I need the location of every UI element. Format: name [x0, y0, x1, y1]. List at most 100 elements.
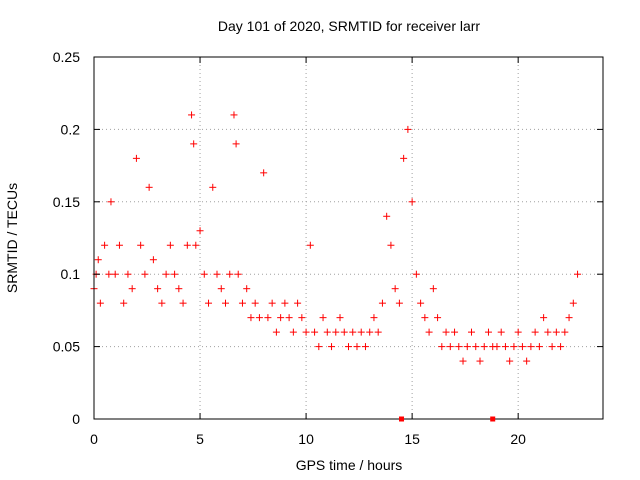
- data-point: [434, 314, 442, 322]
- data-point: [357, 328, 365, 336]
- x-axis-marker: [399, 416, 405, 422]
- data-point: [154, 285, 162, 293]
- data-point: [425, 328, 433, 336]
- x-ticks: 0 5 10 15 20: [90, 57, 526, 447]
- data-point: [459, 357, 467, 365]
- data-point: [272, 328, 280, 336]
- data-point: [302, 328, 310, 336]
- data-point: [463, 343, 471, 351]
- data-point: [574, 270, 582, 278]
- data-point: [294, 299, 302, 307]
- data-point: [158, 299, 166, 307]
- data-point: [446, 343, 454, 351]
- data-point: [311, 328, 319, 336]
- data-point: [323, 328, 331, 336]
- data-point: [243, 285, 251, 293]
- data-point: [145, 183, 153, 191]
- data-point: [234, 270, 242, 278]
- data-point: [387, 241, 395, 249]
- data-point: [306, 241, 314, 249]
- data-point: [315, 343, 323, 351]
- data-point: [544, 328, 552, 336]
- data-point: [353, 343, 361, 351]
- data-point: [429, 285, 437, 293]
- data-point: [493, 343, 501, 351]
- data-point: [179, 299, 187, 307]
- y-ticks: 0 0.05 0.1 0.15 0.2 0.25: [53, 49, 603, 427]
- data-point: [132, 154, 140, 162]
- data-point: [175, 285, 183, 293]
- data-point: [209, 183, 217, 191]
- data-point: [196, 227, 204, 235]
- data-point: [514, 328, 522, 336]
- data-point: [336, 314, 344, 322]
- chart-title: Day 101 of 2020, SRMTID for receiver lar…: [218, 18, 481, 34]
- data-point: [166, 241, 174, 249]
- data-point: [561, 328, 569, 336]
- data-point: [468, 328, 476, 336]
- data-point: [188, 111, 196, 119]
- data-point: [190, 140, 198, 148]
- data-point: [484, 328, 492, 336]
- data-point: [101, 241, 109, 249]
- data-point: [141, 270, 149, 278]
- data-point: [378, 299, 386, 307]
- data-point: [111, 270, 119, 278]
- data-point: [115, 241, 123, 249]
- data-point: [548, 343, 556, 351]
- data-point: [510, 343, 518, 351]
- data-point: [281, 299, 289, 307]
- data-point: [565, 314, 573, 322]
- data-point: [438, 343, 446, 351]
- x-axis-marker: [490, 416, 496, 422]
- y-tick-label: 0.15: [53, 194, 80, 210]
- data-point: [94, 256, 102, 264]
- data-point: [569, 299, 577, 307]
- data-point: [183, 241, 191, 249]
- data-point: [391, 285, 399, 293]
- data-point: [107, 198, 115, 206]
- x-tick-label: 10: [298, 431, 314, 447]
- data-point: [455, 343, 463, 351]
- data-point: [383, 212, 391, 220]
- grid: [94, 57, 603, 419]
- data-point: [260, 169, 268, 177]
- x-axis-label: GPS time / hours: [296, 457, 403, 473]
- data-point: [264, 314, 272, 322]
- data-point: [497, 328, 505, 336]
- data-point: [395, 299, 403, 307]
- data-point: [518, 343, 526, 351]
- data-point: [366, 328, 374, 336]
- x-tick-label: 15: [404, 431, 420, 447]
- data-point: [268, 299, 276, 307]
- data-point: [124, 270, 132, 278]
- plot-frame: [93, 56, 604, 420]
- data-point: [472, 343, 480, 351]
- data-point: [480, 343, 488, 351]
- data-point: [557, 343, 565, 351]
- data-point: [226, 270, 234, 278]
- x-tick-label: 0: [90, 431, 98, 447]
- data-point: [192, 241, 200, 249]
- data-point: [552, 328, 560, 336]
- data-point: [400, 154, 408, 162]
- data-point: [476, 357, 484, 365]
- data-point: [540, 314, 548, 322]
- data-point: [340, 328, 348, 336]
- data-point: [255, 314, 263, 322]
- data-point: [285, 314, 293, 322]
- data-point: [213, 270, 221, 278]
- data-point: [171, 270, 179, 278]
- x-tick-label: 5: [196, 431, 204, 447]
- x-tick-label: 20: [510, 431, 526, 447]
- data-point: [238, 299, 246, 307]
- data-point: [417, 299, 425, 307]
- data-point: [200, 270, 208, 278]
- data-point: [374, 328, 382, 336]
- data-point: [149, 256, 157, 264]
- data-point: [523, 357, 531, 365]
- data-point: [527, 343, 535, 351]
- data-point: [247, 314, 255, 322]
- data-point: [289, 328, 297, 336]
